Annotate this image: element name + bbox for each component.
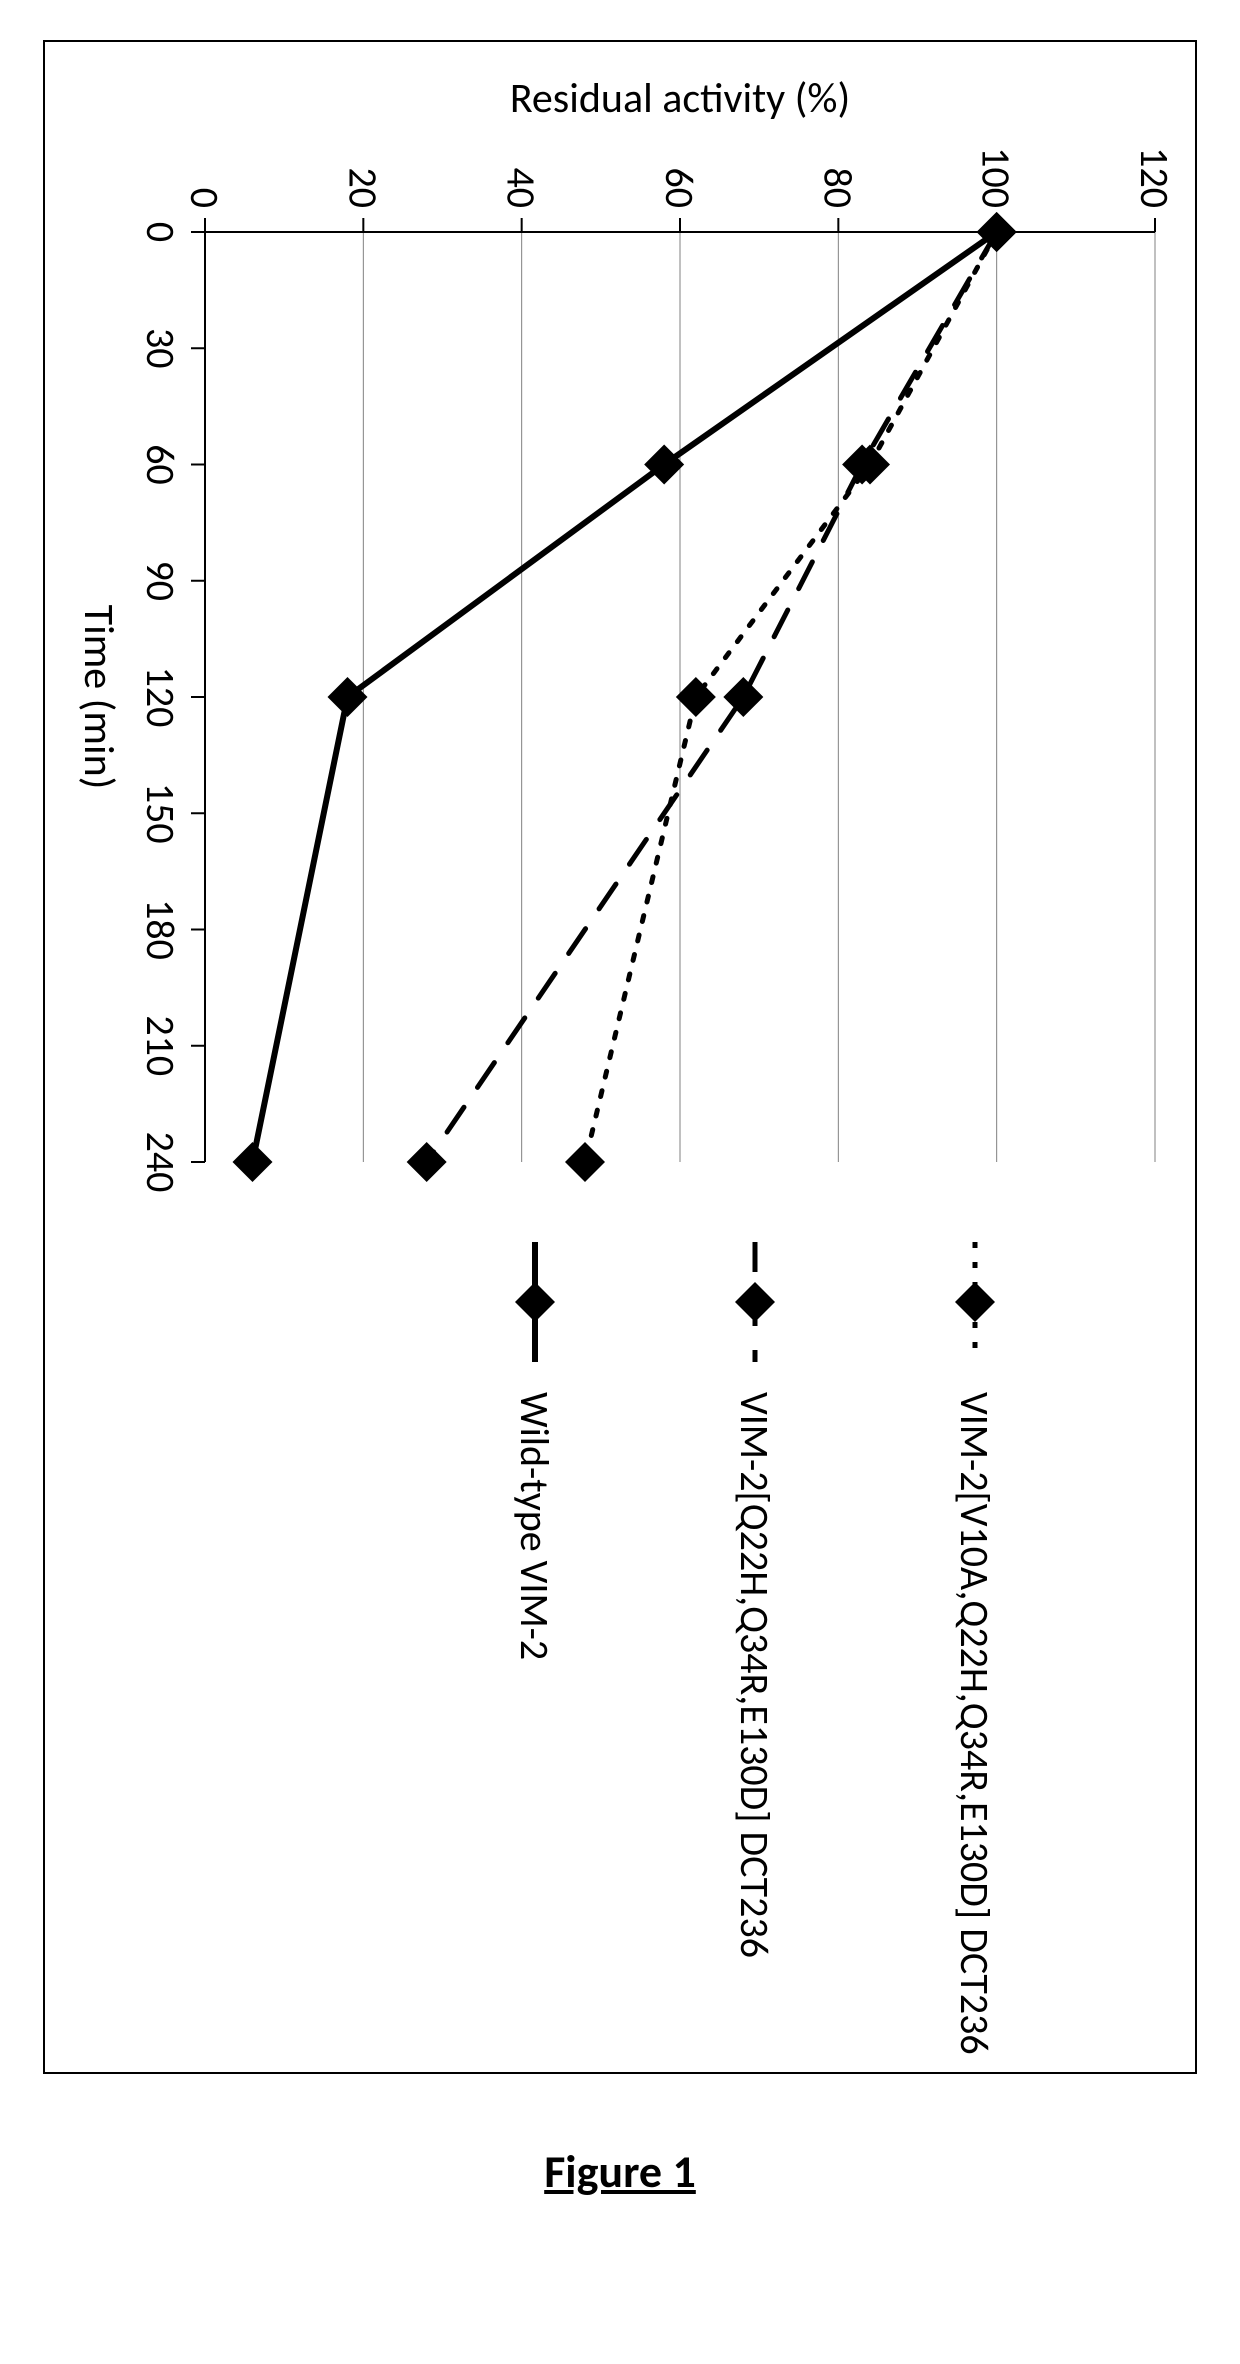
y-tick-label: 40 (497, 167, 546, 208)
x-tick-label: 210 (136, 1015, 185, 1076)
y-tick-label: 20 (338, 167, 387, 208)
residual-activity-chart: 0306090120150180210240020406080100120Tim… (45, 42, 1195, 2072)
y-tick-label: 60 (655, 167, 704, 208)
y-tick-label: 120 (1130, 147, 1179, 208)
y-tick-label: 100 (972, 147, 1021, 208)
x-tick-label: 0 (136, 222, 185, 242)
x-tick-label: 180 (136, 899, 185, 960)
figure-caption: Figure 1 (40, 2144, 1200, 2200)
x-axis-title: Time (min) (73, 605, 124, 790)
x-tick-label: 30 (136, 328, 185, 369)
y-tick-label: 0 (180, 188, 229, 208)
legend-label-serC: Wild-type VIM-2 (510, 1392, 559, 1660)
x-tick-label: 150 (136, 783, 185, 844)
y-axis-title: Residual activity (%) (510, 73, 850, 124)
legend-label-serB: VIM-2[Q22H,Q34R,E130D] DCT236 (730, 1392, 779, 1958)
legend-label-serA: VIM-2[V10A,Q22H,Q34R,E130D] DCT236 (950, 1392, 999, 2055)
x-tick-label: 240 (136, 1132, 185, 1193)
x-tick-label: 120 (136, 667, 185, 728)
x-tick-label: 60 (136, 444, 185, 485)
figure-frame: 0306090120150180210240020406080100120Tim… (43, 40, 1197, 2074)
x-tick-label: 90 (136, 560, 185, 601)
page-root: 0306090120150180210240020406080100120Tim… (0, 0, 1240, 2364)
y-tick-label: 80 (813, 167, 862, 208)
